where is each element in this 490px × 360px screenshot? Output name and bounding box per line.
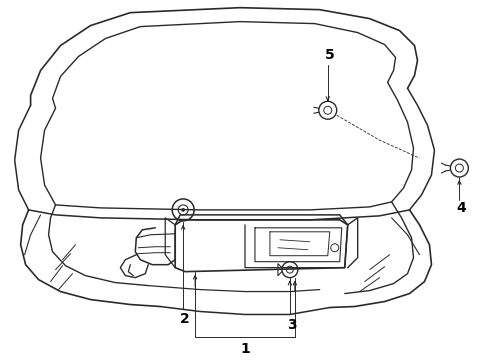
Text: 4: 4 [457,201,466,215]
Text: 2: 2 [180,312,190,327]
Circle shape [182,208,185,211]
Text: 1: 1 [240,342,250,356]
Text: 5: 5 [325,49,335,63]
Text: 3: 3 [287,319,296,332]
